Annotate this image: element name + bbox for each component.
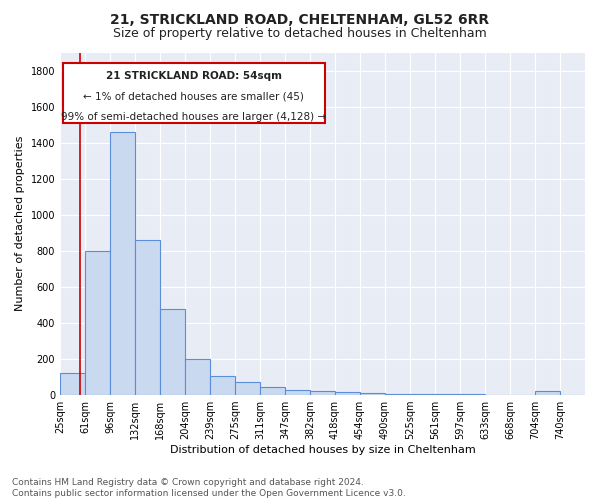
Text: ← 1% of detached houses are smaller (45): ← 1% of detached houses are smaller (45) — [83, 92, 304, 102]
Bar — [85, 251, 110, 395]
FancyBboxPatch shape — [62, 63, 325, 122]
Bar — [535, 392, 560, 395]
Bar — [335, 392, 360, 395]
Bar — [385, 394, 410, 395]
Bar — [160, 310, 185, 395]
Bar — [310, 390, 335, 395]
X-axis label: Distribution of detached houses by size in Cheltenham: Distribution of detached houses by size … — [170, 445, 475, 455]
Bar — [110, 132, 135, 395]
Bar — [460, 394, 485, 395]
Y-axis label: Number of detached properties: Number of detached properties — [15, 136, 25, 312]
Bar — [410, 394, 435, 395]
Bar — [435, 394, 460, 395]
Bar — [360, 394, 385, 395]
Bar — [135, 240, 160, 395]
Bar — [185, 359, 210, 395]
Text: 99% of semi-detached houses are larger (4,128) →: 99% of semi-detached houses are larger (… — [61, 112, 326, 122]
Bar — [260, 387, 285, 395]
Bar — [285, 390, 310, 395]
Text: 21 STRICKLAND ROAD: 54sqm: 21 STRICKLAND ROAD: 54sqm — [106, 71, 282, 81]
Text: 21, STRICKLAND ROAD, CHELTENHAM, GL52 6RR: 21, STRICKLAND ROAD, CHELTENHAM, GL52 6R… — [110, 12, 490, 26]
Text: Contains HM Land Registry data © Crown copyright and database right 2024.
Contai: Contains HM Land Registry data © Crown c… — [12, 478, 406, 498]
Bar — [210, 376, 235, 395]
Bar — [60, 374, 85, 395]
Text: Size of property relative to detached houses in Cheltenham: Size of property relative to detached ho… — [113, 28, 487, 40]
Bar — [235, 382, 260, 395]
